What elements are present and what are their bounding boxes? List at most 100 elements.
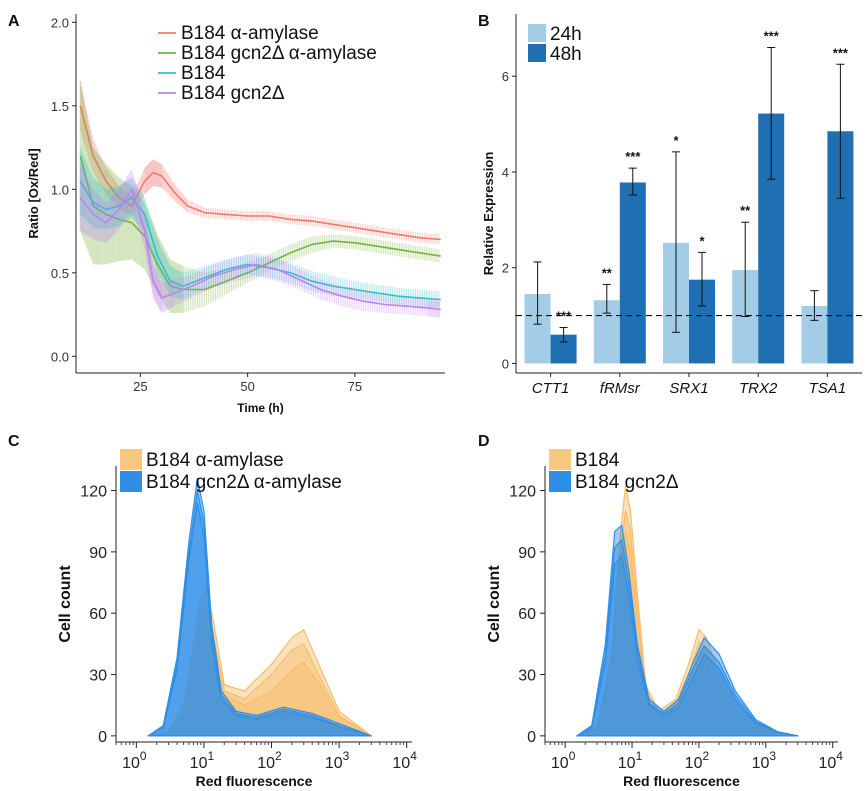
y-tick-label-d: 30 [518, 668, 536, 685]
histogram-area-c [147, 588, 372, 737]
y-axis-title-d: Cell count [486, 565, 503, 643]
x-tick-exp-d: 2 [702, 749, 709, 763]
x-tick-exp-d: 3 [769, 749, 776, 763]
y-tick-label-a: 2.0 [51, 15, 69, 30]
legend-label-c: B184 gcn2Δ α-amylase [146, 472, 342, 493]
legend-label-a: B184 gcn2Δ [181, 83, 285, 104]
y-axis-title-a: Ratio [Ox/Red] [26, 148, 41, 238]
y-tick-label-d: 0 [527, 729, 536, 746]
panel-letter-d: D [478, 433, 490, 450]
x-tick-exp-c: 1 [207, 749, 214, 763]
x-tick-label-c: 103 [325, 749, 350, 772]
significance-label-b: * [699, 233, 705, 248]
significance-label-b: *** [556, 309, 572, 324]
category-label-b: CTT1 [532, 380, 570, 397]
significance-label-b: *** [625, 149, 641, 164]
x-tick-label-a: 50 [240, 379, 254, 394]
histogram-area-c [147, 489, 372, 737]
legend-label-b: 48h [550, 44, 582, 65]
y-tick-label-a: 0.5 [51, 266, 69, 281]
x-axis-title-d: Red fluorescence [623, 773, 740, 789]
bar-b [619, 182, 646, 364]
significance-label-b: ** [740, 203, 751, 218]
histogram-area-c [147, 604, 372, 737]
y-tick-label-c: 90 [89, 545, 107, 562]
y-tick-label-b: 4 [502, 165, 509, 180]
x-tick-label-c: 100 [122, 749, 147, 772]
y-tick-label-a: 0.0 [51, 349, 69, 364]
category-label-b: TRX2 [739, 380, 778, 397]
y-axis-title-b: Relative Expression [481, 152, 496, 276]
x-tick-label-d: 104 [818, 749, 843, 772]
x-tick-base-c: 10 [190, 755, 208, 772]
histogram-area-c [147, 502, 372, 737]
significance-label-b: *** [833, 45, 849, 60]
chart-a: 0.0 0.5 1.0 1.5 2.0 25 50 75 Time (h) Ratio [Ox/R… [26, 14, 445, 415]
x-tick-exp-c: 0 [140, 749, 147, 763]
x-tick-base-d: 10 [818, 755, 836, 772]
x-tick-label-c: 102 [257, 749, 282, 772]
y-tick-label-a: 1.0 [51, 182, 69, 197]
y-tick-label-c: 120 [80, 484, 107, 501]
series-line-a [79, 155, 441, 291]
x-tick-label-d: 103 [752, 749, 777, 772]
category-label-b: TSA1 [809, 380, 847, 397]
y-tick-label-c: 30 [89, 668, 107, 685]
legend-swatch-c [120, 471, 142, 492]
x-axis-title-a: Time (h) [237, 401, 283, 415]
histogram-area-d [576, 524, 799, 737]
histogram-area-c [147, 624, 372, 737]
x-tick-label-c: 104 [392, 749, 417, 772]
y-tick-label-b: 0 [502, 356, 509, 371]
legend-swatch-c [120, 449, 142, 470]
x-tick-label-a: 75 [348, 379, 362, 394]
significance-label-b: * [673, 133, 679, 148]
series-line-a [79, 187, 441, 311]
y-tick-label-d: 120 [509, 484, 536, 501]
x-tick-exp-d: 0 [569, 749, 576, 763]
significance-label-b: ** [602, 265, 613, 280]
x-tick-exp-c: 2 [275, 749, 282, 763]
category-label-b: SRX1 [669, 380, 708, 397]
x-tick-base-d: 10 [685, 755, 703, 772]
legend-label-b: 24h [550, 24, 582, 45]
legend-swatch-d [549, 471, 571, 492]
x-tick-exp-c: 3 [343, 749, 350, 763]
legend-label-d: B184 gcn2Δ [575, 472, 679, 493]
y-tick-label-d: 60 [518, 606, 536, 623]
legend-label-d: B184 [575, 450, 620, 471]
x-tick-base-d: 10 [752, 755, 770, 772]
x-tick-base-d: 10 [618, 755, 636, 772]
legend-label-a: B184 α-amylase [181, 23, 319, 44]
x-tick-label-d: 102 [685, 749, 710, 772]
legend-swatch-d [549, 449, 571, 470]
y-tick-label-a: 1.5 [51, 99, 69, 114]
legend-label-c: B184 α-amylase [146, 450, 284, 471]
histogram-area-d [576, 539, 799, 737]
error-band-a [79, 147, 440, 308]
y-tick-label-c: 60 [89, 606, 107, 623]
legend-label-a: B184 gcn2Δ α-amylase [181, 43, 377, 64]
panel-letter-c: C [8, 433, 20, 450]
x-tick-base-d: 10 [551, 755, 569, 772]
x-axis-title-c: Red fluorescence [196, 773, 313, 789]
legend-label-a: B184 [181, 63, 226, 84]
y-tick-label-b: 2 [502, 261, 509, 276]
x-tick-label-d: 100 [551, 749, 576, 772]
x-tick-exp-c: 4 [410, 749, 417, 763]
y-axis-title-c: Cell count [57, 565, 74, 643]
histogram-area-d [576, 555, 799, 737]
x-tick-label-a: 25 [133, 379, 147, 394]
y-tick-label-c: 0 [98, 729, 107, 746]
x-tick-exp-d: 4 [836, 749, 843, 763]
x-tick-base-c: 10 [257, 755, 275, 772]
x-tick-exp-d: 1 [636, 749, 643, 763]
y-tick-label-b: 6 [502, 69, 509, 84]
panel-letter-a: A [8, 13, 20, 30]
significance-label-b: *** [764, 29, 780, 44]
category-label-b: fRMsr [600, 380, 641, 397]
